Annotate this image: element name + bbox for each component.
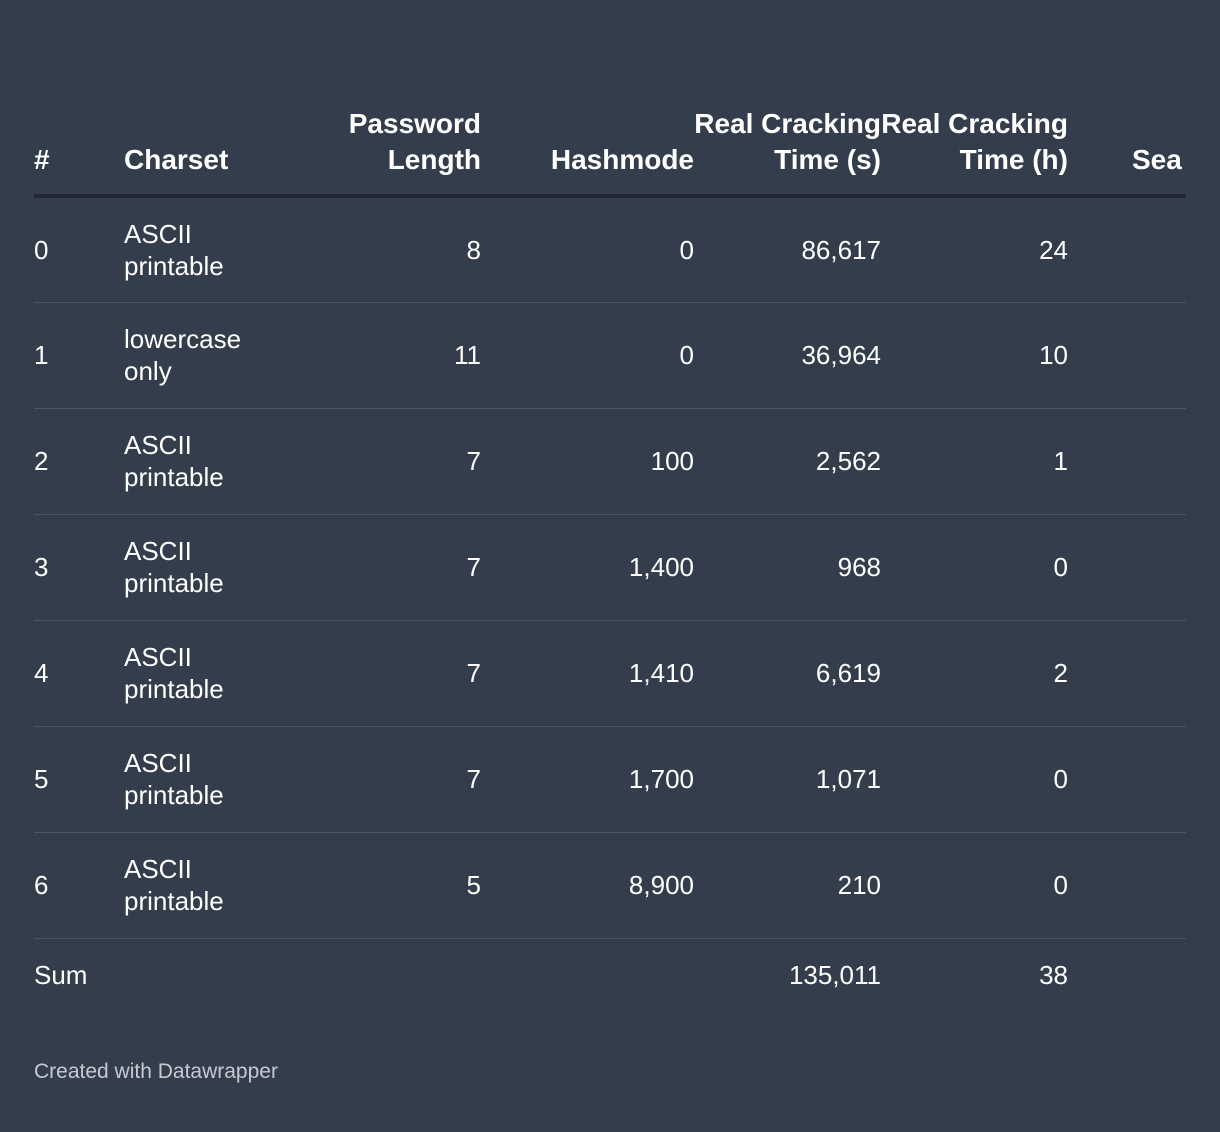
cell-sea bbox=[1068, 620, 1186, 727]
table-row: 6 ASCII printable 5 8,900 210 0 bbox=[34, 832, 1186, 939]
table-body: 0 ASCII printable 8 0 86,617 24 1 lowercase onl… bbox=[34, 196, 1186, 1010]
cell-index: Sum bbox=[34, 960, 88, 991]
column-header-hashmode[interactable]: Hashmode bbox=[481, 0, 694, 198]
cell-real-cracking-time-s: 210 bbox=[694, 832, 881, 939]
cell-password-length bbox=[286, 938, 481, 1010]
column-header-real-cracking-time-h[interactable]: Real Cracking Time (h) bbox=[881, 0, 1068, 198]
cell-index: 2 bbox=[34, 408, 124, 515]
cell-real-cracking-time-s: 135,011 bbox=[788, 960, 881, 991]
cell-hashmode: 100 bbox=[481, 408, 694, 515]
cell-password-length: 5 bbox=[286, 832, 481, 939]
table-sum-row: Sum 135,011 38 bbox=[34, 938, 1186, 1010]
cell-real-cracking-time-h: 0 bbox=[881, 832, 1068, 939]
cell-charset: ASCII printable bbox=[124, 620, 286, 727]
column-header-password-length[interactable]: Password Length bbox=[286, 0, 481, 198]
cell-charset: lowercase only bbox=[124, 302, 286, 409]
cell-charset: ASCII printable bbox=[124, 196, 286, 303]
cell-real-cracking-time-h: 0 bbox=[881, 514, 1068, 621]
cell-index: 6 bbox=[34, 832, 124, 939]
cell-password-length: 7 bbox=[286, 408, 481, 515]
cell-sea bbox=[1068, 938, 1186, 1010]
cell-real-cracking-time-h: 24 bbox=[881, 196, 1068, 303]
cell-sea bbox=[1068, 408, 1186, 515]
cell-sea bbox=[1068, 832, 1186, 939]
cell-hashmode bbox=[481, 938, 694, 1010]
cell-real-cracking-time-s: 6,619 bbox=[694, 620, 881, 727]
cell-index: 4 bbox=[34, 620, 124, 727]
cell-hashmode: 1,400 bbox=[481, 514, 694, 621]
cell-password-length: 8 bbox=[286, 196, 481, 303]
cell-sea bbox=[1068, 302, 1186, 409]
table-row: 2 ASCII printable 7 100 2,562 1 bbox=[34, 408, 1186, 515]
cell-real-cracking-time-h: 0 bbox=[881, 726, 1068, 833]
cell-index: 5 bbox=[34, 726, 124, 833]
cell-hashmode: 0 bbox=[481, 302, 694, 409]
cell-charset bbox=[124, 938, 286, 1010]
cell-real-cracking-time-h: 10 bbox=[881, 302, 1068, 409]
cell-password-length: 7 bbox=[286, 726, 481, 833]
cell-charset: ASCII printable bbox=[124, 832, 286, 939]
column-header-charset[interactable]: Charset bbox=[124, 0, 286, 198]
data-table: # Charset Password Length Hashmode Real … bbox=[34, 0, 1186, 1010]
cell-real-cracking-time-h: 2 bbox=[881, 620, 1068, 727]
cell-hashmode: 1,700 bbox=[481, 726, 694, 833]
cell-real-cracking-time-h: 1 bbox=[881, 408, 1068, 515]
column-header-real-cracking-time-s[interactable]: Real Cracking Time (s) bbox=[694, 0, 881, 198]
cell-password-length: 7 bbox=[286, 620, 481, 727]
cell-hashmode: 1,410 bbox=[481, 620, 694, 727]
table-row: 0 ASCII printable 8 0 86,617 24 bbox=[34, 196, 1186, 303]
cell-hashmode: 8,900 bbox=[481, 832, 694, 939]
cell-sea bbox=[1068, 196, 1186, 303]
data-table-container: # Charset Password Length Hashmode Real … bbox=[34, 0, 1186, 1010]
cell-index: 1 bbox=[34, 302, 124, 409]
cell-charset: ASCII printable bbox=[124, 514, 286, 621]
cell-charset: ASCII printable bbox=[124, 726, 286, 833]
cell-password-length: 11 bbox=[286, 302, 481, 409]
header-row: # Charset Password Length Hashmode Real … bbox=[34, 0, 1186, 198]
cell-real-cracking-time-s: 968 bbox=[694, 514, 881, 621]
table-row: 1 lowercase only 11 0 36,964 10 bbox=[34, 302, 1186, 409]
cell-real-cracking-time-s: 1,071 bbox=[694, 726, 881, 833]
cell-real-cracking-time-s: 36,964 bbox=[694, 302, 881, 409]
column-header-index[interactable]: # bbox=[34, 0, 124, 198]
cell-hashmode: 0 bbox=[481, 196, 694, 303]
table-row: 4 ASCII printable 7 1,410 6,619 2 bbox=[34, 620, 1186, 727]
cell-index: 0 bbox=[34, 196, 124, 303]
cell-real-cracking-time-s: 86,617 bbox=[694, 196, 881, 303]
cell-sea bbox=[1068, 514, 1186, 621]
table-row: 3 ASCII printable 7 1,400 968 0 bbox=[34, 514, 1186, 621]
table-row: 5 ASCII printable 7 1,700 1,071 0 bbox=[34, 726, 1186, 833]
footer-credit[interactable]: Created with Datawrapper bbox=[34, 1060, 278, 1083]
cell-sea bbox=[1068, 726, 1186, 833]
cell-real-cracking-time-h: 38 bbox=[1039, 960, 1068, 991]
cell-index: 3 bbox=[34, 514, 124, 621]
cell-password-length: 7 bbox=[286, 514, 481, 621]
cell-real-cracking-time-s: 2,562 bbox=[694, 408, 881, 515]
column-header-sea[interactable]: Sea S bbox=[1068, 0, 1186, 198]
cell-charset: ASCII printable bbox=[124, 408, 286, 515]
